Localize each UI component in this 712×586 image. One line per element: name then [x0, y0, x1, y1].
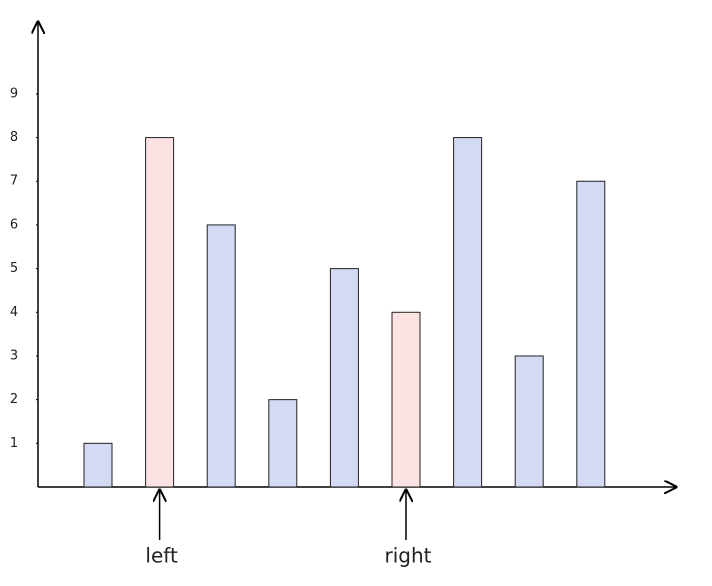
bar [206, 224, 236, 488]
y-tick-label: 9 [10, 86, 18, 101]
y-tick-label: 5 [10, 261, 18, 276]
bar [329, 268, 359, 488]
y-tick-label: 8 [10, 130, 18, 145]
bar [576, 180, 606, 488]
pointer-label: left [145, 544, 178, 568]
bar [268, 399, 298, 488]
bar [83, 442, 113, 488]
bar [391, 311, 421, 488]
bar [453, 137, 483, 488]
y-tick-label: 4 [10, 305, 18, 320]
y-tick-label: 7 [10, 174, 18, 189]
bar [145, 137, 175, 488]
y-tick-label: 6 [10, 217, 18, 232]
y-tick-label: 1 [10, 436, 18, 451]
y-tick-label: 2 [10, 392, 18, 407]
bar [514, 355, 544, 488]
pointer-label: right [385, 544, 432, 568]
y-tick-label: 3 [10, 348, 18, 363]
